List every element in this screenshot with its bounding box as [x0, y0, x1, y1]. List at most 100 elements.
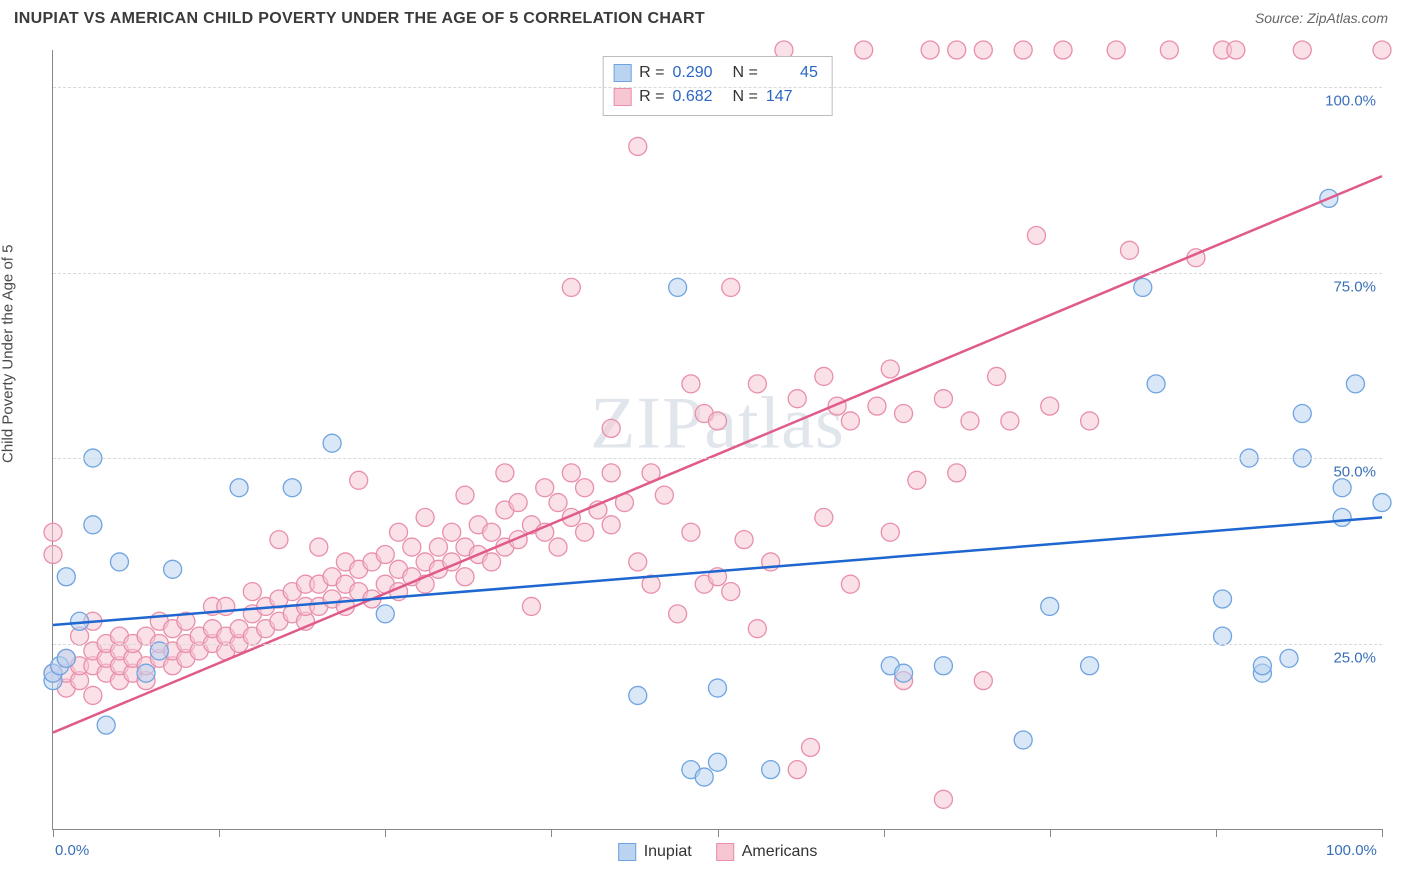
- x-tick: [1382, 829, 1383, 837]
- data-point: [416, 508, 434, 526]
- swatch-inupiat: [613, 64, 631, 82]
- chart-container: Child Poverty Under the Age of 5 ZIPatla…: [14, 44, 1392, 882]
- data-point: [868, 397, 886, 415]
- data-point: [934, 657, 952, 675]
- x-tick: [1050, 829, 1051, 837]
- legend-swatch-inupiat: [618, 843, 636, 861]
- data-point: [230, 479, 248, 497]
- data-point: [443, 523, 461, 541]
- data-point: [137, 664, 155, 682]
- data-point: [84, 686, 102, 704]
- legend: Inupiat Americans: [618, 843, 818, 861]
- data-point: [841, 575, 859, 593]
- r-value-americans: 0.682: [673, 85, 725, 109]
- legend-item-inupiat: Inupiat: [618, 843, 692, 861]
- y-tick-label: 75.0%: [1333, 278, 1376, 295]
- data-point: [1001, 412, 1019, 430]
- data-point: [1107, 41, 1125, 59]
- data-point: [669, 278, 687, 296]
- data-point: [509, 494, 527, 512]
- data-point: [84, 516, 102, 534]
- gridline-h: [53, 87, 1382, 88]
- legend-item-americans: Americans: [716, 843, 818, 861]
- data-point: [1041, 597, 1059, 615]
- data-point: [483, 553, 501, 571]
- data-point: [1134, 278, 1152, 296]
- data-point: [722, 278, 740, 296]
- data-point: [921, 41, 939, 59]
- r-label: R =: [639, 61, 664, 85]
- y-axis-label: Child Poverty Under the Age of 5: [0, 245, 17, 463]
- data-point: [310, 538, 328, 556]
- data-point: [709, 679, 727, 697]
- data-point: [602, 516, 620, 534]
- data-point: [1346, 375, 1364, 393]
- x-tick: [551, 829, 552, 837]
- data-point: [682, 375, 700, 393]
- n-label: N =: [733, 85, 758, 109]
- data-point: [629, 686, 647, 704]
- data-point: [762, 761, 780, 779]
- data-point: [536, 479, 554, 497]
- data-point: [522, 597, 540, 615]
- source-name: ZipAtlas.com: [1307, 10, 1388, 26]
- plot-area: ZIPatlas R = 0.290 N = 45 R = 0.682 N = …: [52, 50, 1382, 830]
- x-tick: [53, 829, 54, 837]
- data-point: [429, 538, 447, 556]
- data-point: [1333, 508, 1351, 526]
- data-point: [1373, 494, 1391, 512]
- x-tick: [718, 829, 719, 837]
- data-point: [802, 738, 820, 756]
- data-point: [655, 486, 673, 504]
- gridline-h: [53, 273, 1382, 274]
- data-point: [1227, 41, 1245, 59]
- x-tick: [219, 829, 220, 837]
- data-point: [549, 538, 567, 556]
- data-point: [629, 553, 647, 571]
- x-tick: [385, 829, 386, 837]
- data-point: [722, 583, 740, 601]
- data-point: [895, 664, 913, 682]
- data-point: [788, 761, 806, 779]
- chart-canvas: [53, 50, 1382, 829]
- data-point: [815, 508, 833, 526]
- data-point: [709, 412, 727, 430]
- r-label: R =: [639, 85, 664, 109]
- data-point: [270, 531, 288, 549]
- gridline-h: [53, 458, 1382, 459]
- data-point: [1014, 731, 1032, 749]
- data-point: [576, 523, 594, 541]
- data-point: [988, 367, 1006, 385]
- data-point: [150, 642, 168, 660]
- data-point: [483, 523, 501, 541]
- data-point: [1041, 397, 1059, 415]
- legend-label-americans: Americans: [742, 843, 818, 861]
- data-point: [855, 41, 873, 59]
- n-label: N =: [733, 61, 758, 85]
- data-point: [97, 716, 115, 734]
- data-point: [841, 412, 859, 430]
- data-point: [1027, 226, 1045, 244]
- data-point: [961, 412, 979, 430]
- data-point: [1293, 405, 1311, 423]
- y-tick-label: 50.0%: [1333, 464, 1376, 481]
- data-point: [1081, 412, 1099, 430]
- stats-row-inupiat: R = 0.290 N = 45: [613, 61, 818, 85]
- data-point: [549, 494, 567, 512]
- data-point: [629, 137, 647, 155]
- data-point: [1054, 41, 1072, 59]
- data-point: [57, 568, 75, 586]
- stats-row-americans: R = 0.682 N = 147: [613, 85, 818, 109]
- data-point: [390, 523, 408, 541]
- data-point: [1214, 627, 1232, 645]
- data-point: [948, 41, 966, 59]
- data-point: [1253, 657, 1271, 675]
- data-point: [562, 464, 580, 482]
- correlation-stats-box: R = 0.290 N = 45 R = 0.682 N = 147: [602, 56, 833, 116]
- data-point: [243, 583, 261, 601]
- data-point: [576, 479, 594, 497]
- data-point: [815, 367, 833, 385]
- data-point: [748, 375, 766, 393]
- source-attribution: Source: ZipAtlas.com: [1255, 10, 1388, 28]
- data-point: [496, 464, 514, 482]
